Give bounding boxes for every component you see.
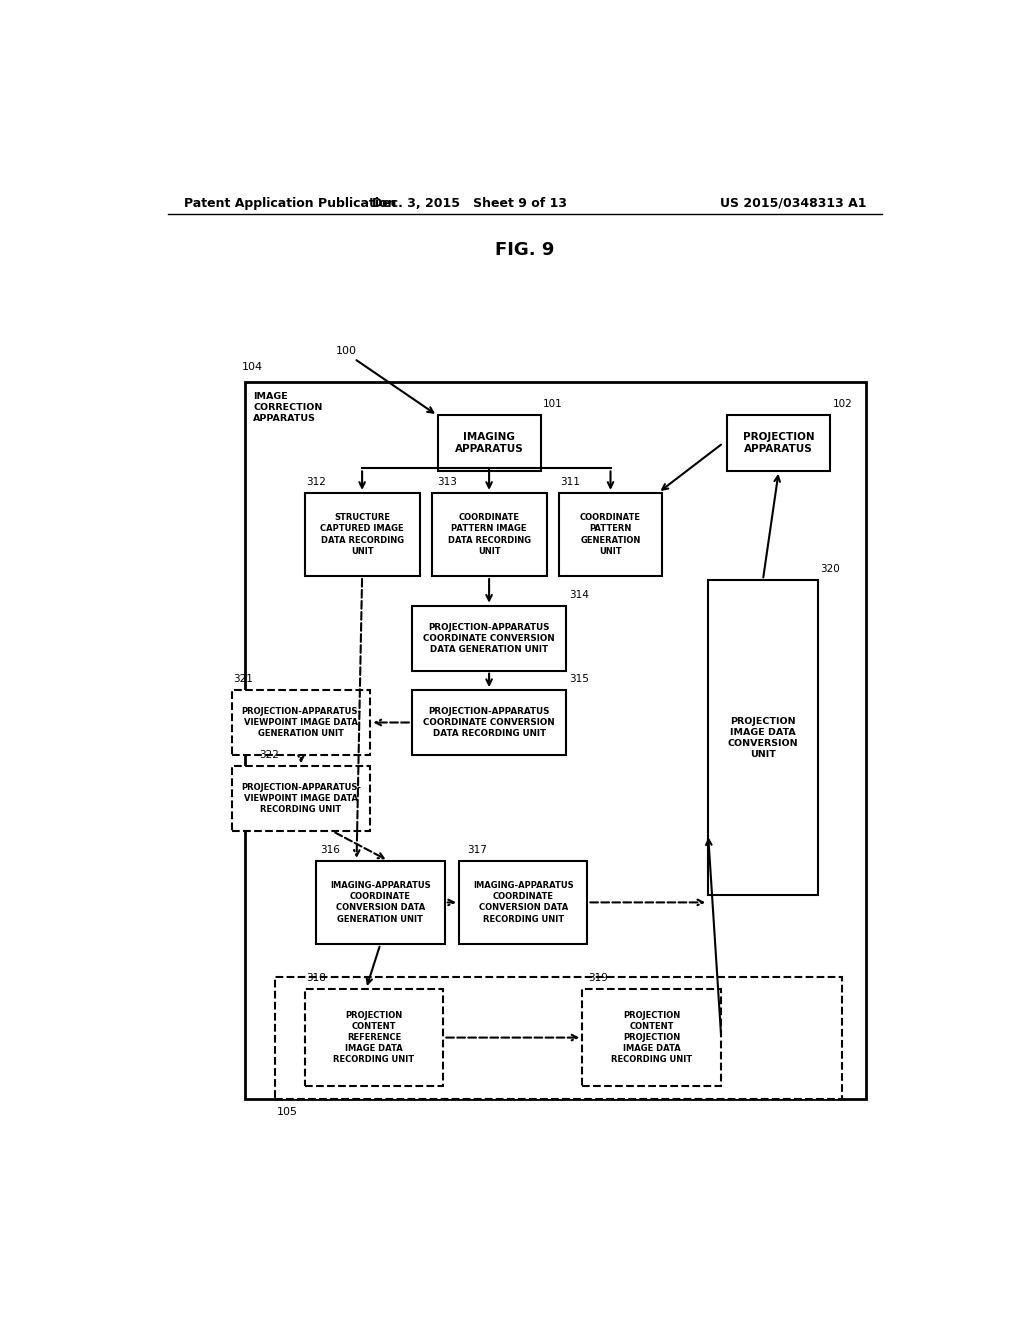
Text: Dec. 3, 2015   Sheet 9 of 13: Dec. 3, 2015 Sheet 9 of 13 [372,197,566,210]
Bar [437,414,541,471]
Text: STRUCTURE
CAPTURED IMAGE
DATA RECORDING
UNIT: STRUCTURE CAPTURED IMAGE DATA RECORDING … [321,513,403,556]
Text: PROJECTION
APPARATUS: PROJECTION APPARATUS [743,432,814,454]
Text: IMAGING-APPARATUS
COORDINATE
CONVERSION DATA
GENERATION UNIT: IMAGING-APPARATUS COORDINATE CONVERSION … [330,882,431,924]
Text: IMAGING
APPARATUS: IMAGING APPARATUS [455,432,523,454]
Bar [583,989,721,1086]
Bar [304,989,443,1086]
Text: 321: 321 [233,675,253,684]
Text: 101: 101 [543,400,563,409]
Bar [727,414,830,471]
Text: PROJECTION
CONTENT
PROJECTION
IMAGE DATA
RECORDING UNIT: PROJECTION CONTENT PROJECTION IMAGE DATA… [611,1011,692,1064]
Bar [304,492,420,576]
Text: PROJECTION-APPARATUS
COORDINATE CONVERSION
DATA GENERATION UNIT: PROJECTION-APPARATUS COORDINATE CONVERSI… [423,623,555,653]
Bar [559,492,663,576]
Text: PROJECTION
IMAGE DATA
CONVERSION
UNIT: PROJECTION IMAGE DATA CONVERSION UNIT [728,717,798,759]
Text: 316: 316 [321,845,340,854]
Text: 322: 322 [259,750,279,760]
Text: US 2015/0348313 A1: US 2015/0348313 A1 [720,197,866,210]
Text: COORDINATE
PATTERN
GENERATION
UNIT: COORDINATE PATTERN GENERATION UNIT [580,513,641,556]
Text: FIG. 9: FIG. 9 [496,240,554,259]
Text: PROJECTION-APPARATUS
COORDINATE CONVERSION
DATA RECORDING UNIT: PROJECTION-APPARATUS COORDINATE CONVERSI… [423,708,555,738]
Text: PROJECTION-APPARATUS-
VIEWPOINT IMAGE DATA
GENERATION UNIT: PROJECTION-APPARATUS- VIEWPOINT IMAGE DA… [241,708,361,738]
Text: PROJECTION-APPARATUS-
VIEWPOINT IMAGE DATA
RECORDING UNIT: PROJECTION-APPARATUS- VIEWPOINT IMAGE DA… [241,783,361,814]
Bar [431,492,547,576]
Text: IMAGE
CORRECTION
APPARATUS: IMAGE CORRECTION APPARATUS [253,392,323,424]
Text: 102: 102 [833,400,852,409]
Text: 315: 315 [569,675,589,684]
Text: IMAGING-APPARATUS
COORDINATE
CONVERSION DATA
RECORDING UNIT: IMAGING-APPARATUS COORDINATE CONVERSION … [473,882,573,924]
Bar [246,381,866,1098]
Text: 320: 320 [820,564,840,574]
Bar [231,690,371,755]
Bar [412,690,566,755]
Bar [274,977,843,1098]
Bar [459,861,588,944]
Text: COORDINATE
PATTERN IMAGE
DATA RECORDING
UNIT: COORDINATE PATTERN IMAGE DATA RECORDING … [447,513,530,556]
Text: 319: 319 [588,973,608,982]
Text: 318: 318 [306,973,327,982]
Text: 104: 104 [242,362,262,372]
Text: 313: 313 [437,477,458,487]
Text: 314: 314 [569,590,589,599]
Text: 317: 317 [467,845,486,854]
Text: 311: 311 [560,477,581,487]
Text: PROJECTION
CONTENT
REFERENCE
IMAGE DATA
RECORDING UNIT: PROJECTION CONTENT REFERENCE IMAGE DATA … [334,1011,415,1064]
Text: 312: 312 [306,477,326,487]
Bar [231,766,371,832]
Text: 100: 100 [336,346,357,355]
Bar [412,606,566,671]
Bar [709,581,817,895]
Bar [316,861,444,944]
Text: Patent Application Publication: Patent Application Publication [183,197,396,210]
Text: 105: 105 [276,1106,297,1117]
